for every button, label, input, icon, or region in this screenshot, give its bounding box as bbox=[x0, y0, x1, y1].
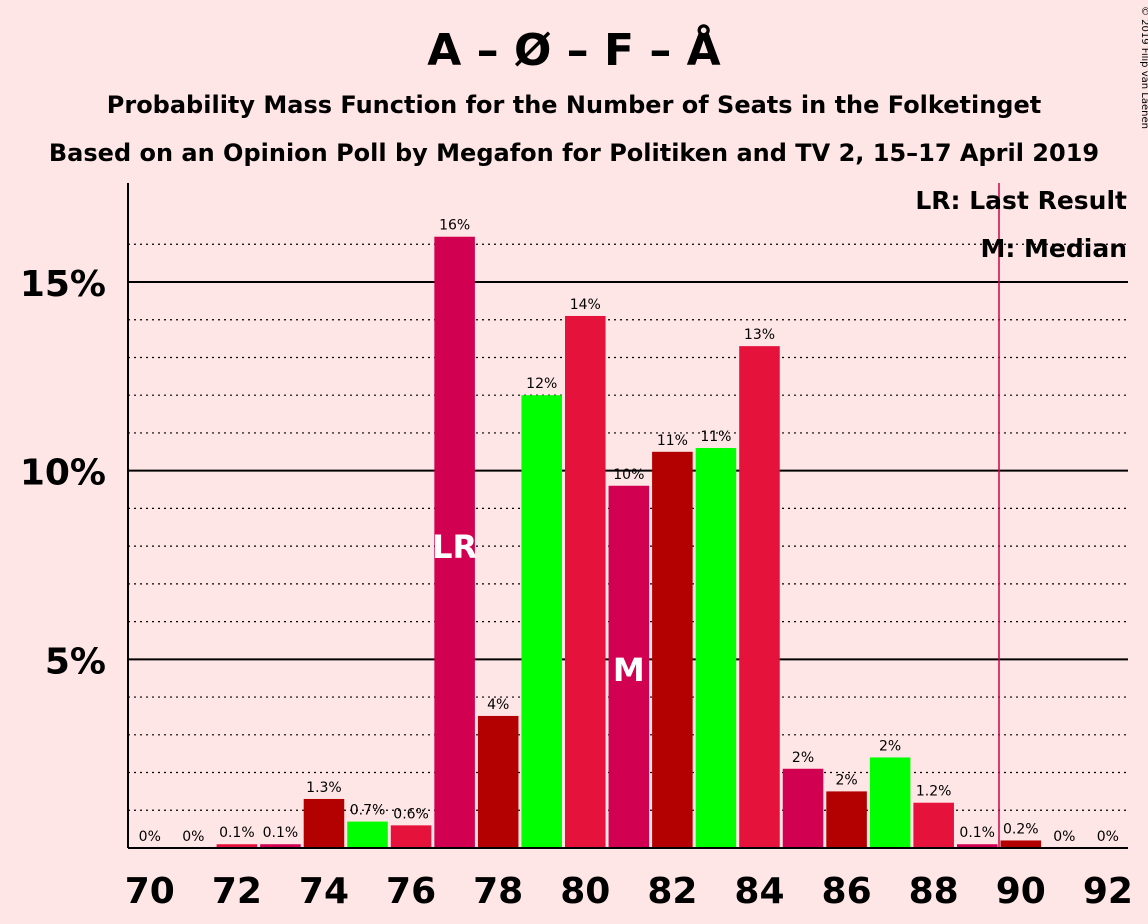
x-tick-label: 74 bbox=[299, 871, 349, 912]
bar bbox=[739, 346, 780, 848]
bar-value-label: 0.6% bbox=[393, 806, 429, 822]
legend-last-result: LR: Last Result bbox=[915, 186, 1127, 215]
x-tick-label: 82 bbox=[647, 871, 697, 912]
bar-value-label: 2% bbox=[835, 772, 857, 788]
bar-value-label: 1.3% bbox=[306, 780, 342, 796]
bar-value-label: 0% bbox=[1053, 829, 1075, 845]
bar-value-label: 0.1% bbox=[959, 825, 995, 841]
chart-title: A – Ø – F – Å bbox=[427, 23, 720, 76]
bar-value-label: 4% bbox=[487, 697, 509, 713]
bar-value-label: 11% bbox=[700, 429, 731, 445]
bar-value-label: 0.1% bbox=[219, 825, 255, 841]
bar bbox=[347, 821, 388, 848]
bar-value-label: 2% bbox=[792, 750, 814, 766]
bar bbox=[956, 844, 998, 848]
bar bbox=[608, 485, 650, 848]
bar-value-label: 13% bbox=[744, 327, 775, 343]
bar bbox=[826, 791, 867, 848]
bar-value-label: 16% bbox=[439, 218, 470, 234]
x-tick-label: 72 bbox=[212, 871, 262, 912]
y-tick-label: 15% bbox=[20, 264, 106, 305]
x-tick-label: 80 bbox=[560, 871, 610, 912]
median-marker: M bbox=[613, 651, 645, 689]
bars: 0% 0% 0.1% 0.1% 1.3% 0.7% 0.6% 16% LR 4% 12% 14% 10%… bbox=[139, 183, 1119, 849]
y-tick-label: 10% bbox=[20, 453, 106, 494]
axes: 5% 10% 15% 70 72 74 76 78 80 82 84 86 88 90 92 bbox=[20, 183, 1133, 912]
bar-value-label: 14% bbox=[570, 297, 601, 313]
bar bbox=[652, 451, 693, 848]
bar-value-label: 0.1% bbox=[263, 825, 299, 841]
x-tick-label: 88 bbox=[909, 871, 959, 912]
x-tick-label: 76 bbox=[386, 871, 436, 912]
bar-value-label: 0.7% bbox=[350, 803, 386, 819]
chart-subtitle-2: Based on an Opinion Poll by Megafon for … bbox=[49, 139, 1099, 167]
bar bbox=[565, 315, 606, 849]
x-tick-label: 70 bbox=[125, 871, 175, 912]
bar-value-label: 0.2% bbox=[1003, 821, 1039, 837]
bar bbox=[390, 825, 432, 848]
bar bbox=[521, 395, 562, 848]
copyright-note: © 2019 Filip van Laenen bbox=[1139, 6, 1148, 129]
x-tick-label: 86 bbox=[822, 871, 872, 912]
x-tick-label: 90 bbox=[996, 871, 1046, 912]
bar-value-label: 12% bbox=[526, 376, 557, 392]
bar-value-label: 2% bbox=[879, 738, 901, 754]
bar bbox=[1000, 840, 1042, 848]
x-tick-label: 84 bbox=[734, 871, 784, 912]
last-result-marker: LR bbox=[432, 528, 477, 566]
bar bbox=[782, 768, 824, 848]
y-tick-label: 5% bbox=[45, 641, 106, 682]
chart-subtitle-1: Probability Mass Function for the Number… bbox=[107, 91, 1041, 119]
bar bbox=[434, 236, 475, 849]
x-tick-label: 92 bbox=[1083, 871, 1133, 912]
bar bbox=[303, 798, 345, 848]
bar-value-label: 11% bbox=[657, 433, 688, 449]
bar bbox=[216, 844, 258, 848]
x-tick-label: 78 bbox=[473, 871, 523, 912]
bar bbox=[477, 715, 519, 848]
bar-value-label: 0% bbox=[139, 829, 161, 845]
bar bbox=[695, 448, 737, 848]
bar bbox=[869, 757, 911, 848]
bar-value-label: 0% bbox=[182, 829, 204, 845]
bar-value-label: 10% bbox=[613, 467, 644, 483]
bar-value-label: 0% bbox=[1097, 829, 1119, 845]
bar-value-label: 1.2% bbox=[916, 784, 952, 800]
legend-median: M: Median bbox=[980, 234, 1127, 263]
bar bbox=[260, 844, 301, 848]
bar bbox=[913, 802, 954, 848]
